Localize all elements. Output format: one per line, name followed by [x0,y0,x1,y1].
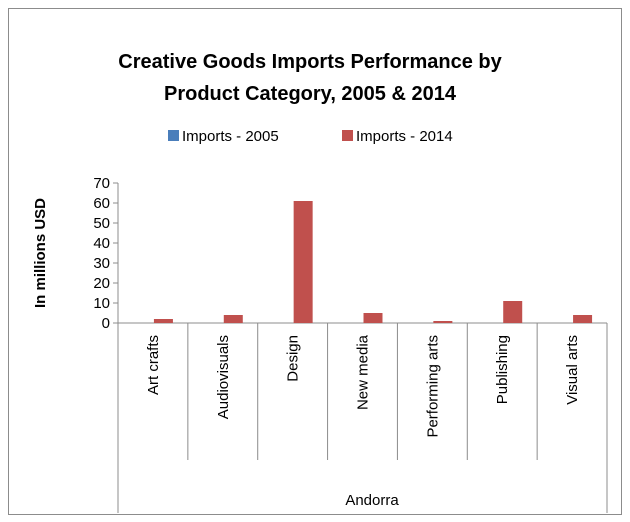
axes [117,183,608,513]
category-label: Design [285,335,302,382]
legend-label-2014: Imports - 2014 [356,128,453,145]
legend-swatch-2014 [342,130,353,141]
y-tick-label: 20 [93,275,110,292]
chart-title-line-1: Creative Goods Imports Performance by [118,51,502,73]
y-tick-label: 40 [93,235,110,252]
bar-2014-new-media [363,313,383,323]
legend-swatch-2005 [168,130,179,141]
bar-2014-design [293,201,313,323]
chart-frame [8,8,622,515]
y-axis-label: In millions USD [32,198,49,308]
y-tick-label: 60 [93,195,110,212]
bar-2014-publishing [503,301,523,323]
y-tick-label: 0 [102,315,110,332]
y-axis-ticks: 0 10 20 30 40 50 60 70 [93,175,118,332]
category-label: Visual arts [564,335,581,405]
x-group-label: Andorra [345,492,399,509]
legend-label-2005: Imports - 2005 [182,128,279,145]
bar-2014-visual-arts [573,315,593,323]
y-tick-label: 30 [93,255,110,272]
category-label: Performing arts [424,335,441,438]
y-tick-label: 50 [93,215,110,232]
category-label: Audiovisuals [215,335,232,419]
category-label: Publishing [494,335,511,404]
chart-title: Creative Goods Imports Performance by Pr… [118,51,502,105]
legend: Imports - 2005 Imports - 2014 [168,128,453,145]
bar-2014-audiovisuals [223,315,243,323]
chart-title-line-2: Product Category, 2005 & 2014 [164,83,457,105]
y-tick-label: 10 [93,295,110,312]
bar-2014-art-crafts [153,319,173,323]
category-labels: Art crafts Audiovisuals Design New media Per… [145,334,581,437]
category-label: New media [355,334,372,410]
y-tick-label: 70 [93,175,110,192]
bar-2014-performing-arts [433,321,453,323]
category-label: Art crafts [145,335,162,395]
bars [153,201,593,323]
